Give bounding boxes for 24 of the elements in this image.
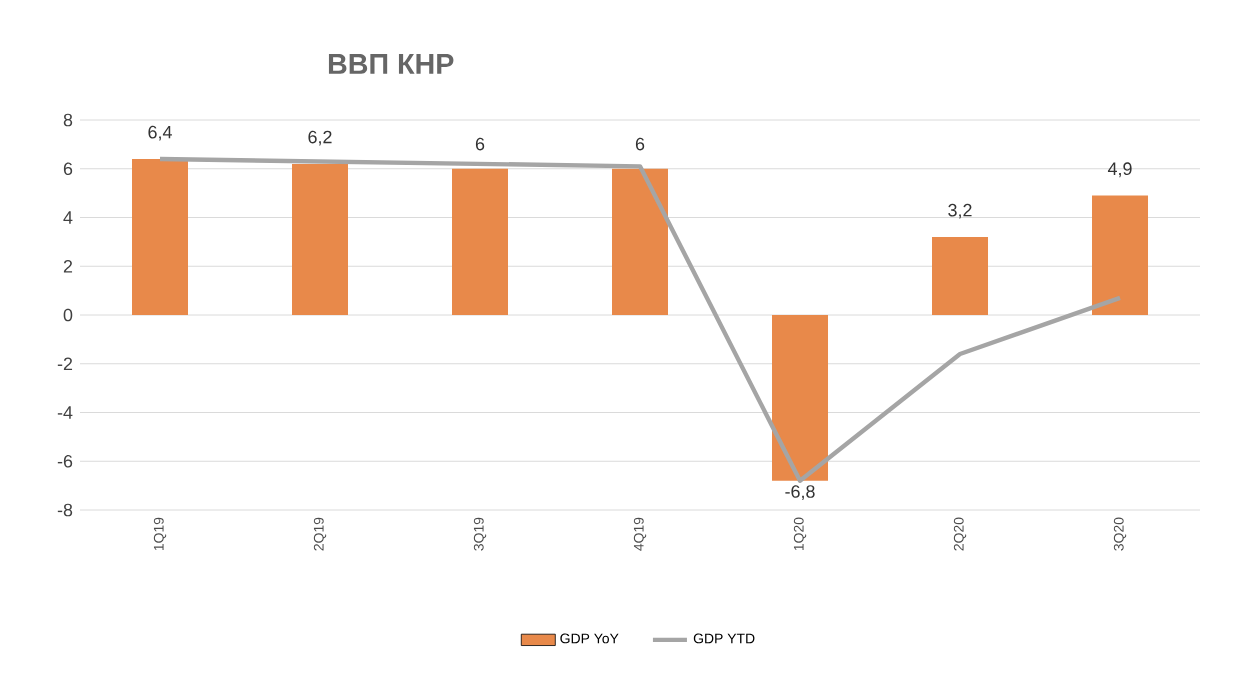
bar: [452, 168, 508, 315]
data-label: -6,8: [785, 485, 815, 500]
data-label: 4,9: [1107, 162, 1132, 178]
y-tick-label: 0: [63, 308, 73, 322]
y-tick-label: -4: [57, 406, 73, 419]
bar: [292, 163, 348, 315]
bar: [932, 237, 989, 315]
y-tick-label: 4: [63, 211, 73, 224]
data-label: 6: [475, 137, 485, 151]
bar: [772, 315, 829, 481]
chart-title: ВВП КНР: [328, 54, 454, 74]
y-tick-label: -8: [57, 503, 73, 517]
data-label: 6,2: [308, 130, 332, 146]
bar: [132, 159, 188, 315]
y-tick-label: 8: [63, 113, 73, 127]
y-tick-label: -6: [57, 454, 73, 468]
data-label: 6: [635, 137, 645, 151]
y-tick-label: -2: [57, 357, 73, 371]
data-label: 3,2: [948, 203, 972, 219]
data-label: 6,4: [148, 125, 172, 141]
y-tick-label: 6: [63, 162, 73, 176]
bar: [612, 168, 668, 315]
bar: [1092, 195, 1149, 315]
y-tick-label: 2: [63, 259, 73, 273]
